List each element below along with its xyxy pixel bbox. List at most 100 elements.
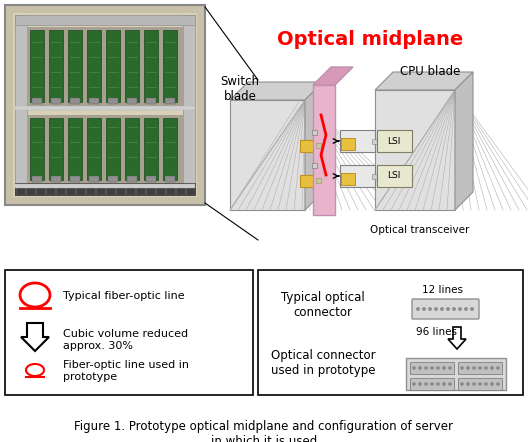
Bar [5,5,205,205]
Circle shape [442,382,446,386]
Circle shape [496,366,500,370]
Bar [15,15,195,25]
Circle shape [418,366,422,370]
Bar [68,118,82,180]
Circle shape [472,366,476,370]
Circle shape [440,307,444,311]
Bar [313,85,335,215]
Bar [146,98,156,104]
Bar [15,184,195,188]
Circle shape [430,366,434,370]
Bar [32,98,42,104]
Bar [458,378,502,390]
Bar [27,27,183,107]
Bar [13,13,197,197]
Bar [377,165,412,187]
Circle shape [470,307,474,311]
Circle shape [434,307,438,311]
Text: Fiber-optic line used in
prototype: Fiber-optic line used in prototype [63,360,189,382]
Text: Switch
blade: Switch blade [221,75,259,103]
Polygon shape [305,82,323,210]
Text: 12 lines: 12 lines [422,285,464,295]
Bar [37,185,45,195]
Polygon shape [455,72,473,210]
Bar [27,185,35,195]
Bar [89,176,99,182]
Bar [15,185,195,195]
Bar [106,30,120,102]
Bar [5,270,253,395]
Bar [87,30,101,102]
Circle shape [490,382,494,386]
Bar [17,185,25,195]
Circle shape [422,307,426,311]
Circle shape [448,382,452,386]
Circle shape [496,382,500,386]
Bar [187,185,195,195]
Bar [144,118,158,180]
Bar [137,185,145,195]
Bar [163,30,177,102]
Circle shape [424,382,428,386]
Bar [87,118,101,180]
Bar [30,30,44,102]
Bar [67,185,75,195]
Text: Typical optical
connector: Typical optical connector [281,291,365,319]
Bar [316,143,321,148]
Text: Cubic volume reduced
approx. 30%: Cubic volume reduced approx. 30% [63,329,188,351]
Bar [57,185,65,195]
Bar [97,185,105,195]
Bar [258,270,523,395]
Text: Optical transceiver: Optical transceiver [370,225,470,235]
Circle shape [412,366,416,370]
Circle shape [412,382,416,386]
Polygon shape [313,67,353,85]
Circle shape [446,307,450,311]
Text: Optical midplane: Optical midplane [277,30,463,49]
Bar [157,185,165,195]
Bar [49,30,63,102]
Bar [89,98,99,104]
Bar [312,163,317,168]
Bar [377,130,412,152]
Bar [15,106,195,110]
Text: Typical fiber-optic line: Typical fiber-optic line [63,291,185,301]
Circle shape [466,366,470,370]
Bar [300,175,320,187]
Bar [127,185,135,195]
FancyBboxPatch shape [412,299,479,319]
Bar [27,115,183,185]
Bar [300,140,320,152]
Text: Optical connector
used in prototype: Optical connector used in prototype [271,349,375,377]
Bar [230,100,305,210]
Bar [144,30,158,102]
Bar [127,176,137,182]
Circle shape [458,307,462,311]
Bar [372,174,377,179]
Circle shape [428,307,432,311]
Bar [125,30,139,102]
Bar [127,98,137,104]
Circle shape [466,382,470,386]
Circle shape [448,366,452,370]
Circle shape [452,307,456,311]
Bar [47,185,55,195]
Bar [458,362,502,374]
Bar [177,185,185,195]
Bar [51,176,61,182]
Circle shape [490,366,494,370]
Bar [316,178,321,183]
Bar [410,362,454,374]
Text: 96 lines: 96 lines [416,327,457,337]
Bar [341,138,355,150]
Text: CPU blade: CPU blade [400,65,460,78]
Bar [117,185,125,195]
Circle shape [464,307,468,311]
Circle shape [484,366,488,370]
Circle shape [436,382,440,386]
Circle shape [478,366,482,370]
Text: LSI: LSI [388,137,401,145]
Bar [15,15,27,195]
Bar [163,118,177,180]
Bar [51,98,61,104]
